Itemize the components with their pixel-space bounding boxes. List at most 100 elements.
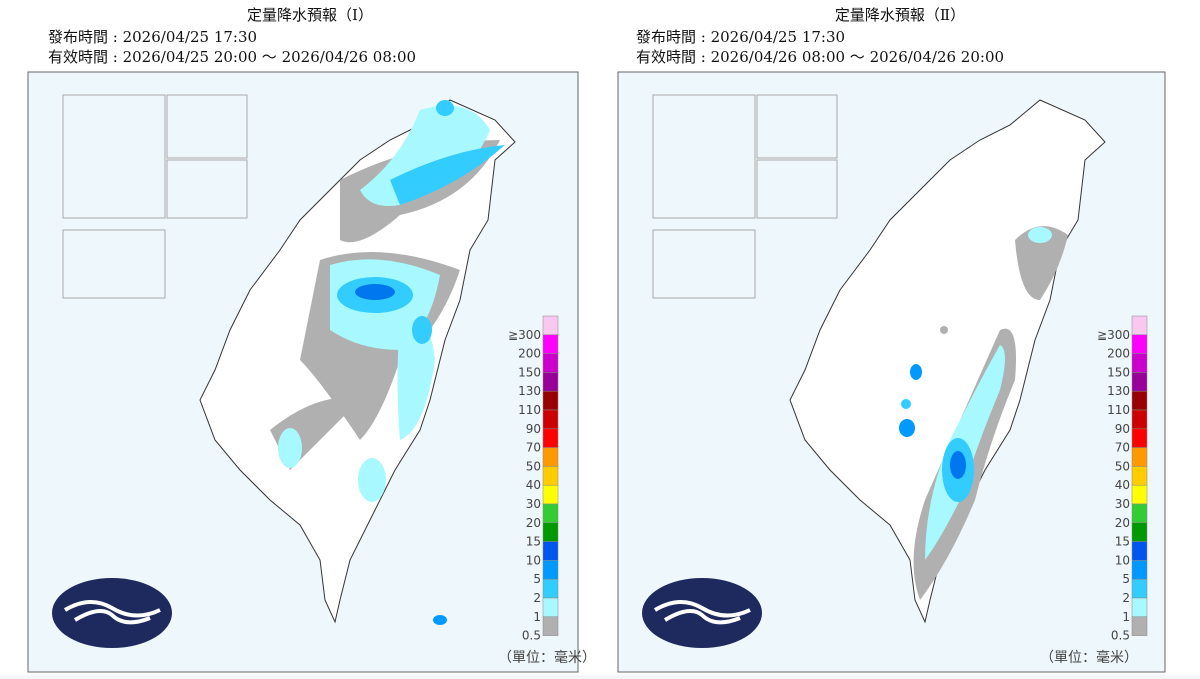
legend-swatch <box>1131 466 1148 486</box>
legend: ≧300 200 150 130 110 90 70 50 40 30 20 15 10 5 2 1 0.5 <box>1097 315 1148 643</box>
legend-label: 20 <box>526 516 541 530</box>
legend-label: 10 <box>1115 553 1130 567</box>
unit-label: （單位：毫米） <box>498 649 596 666</box>
legend-label: 30 <box>1115 497 1130 511</box>
legend-swatch <box>1131 560 1148 580</box>
legend-label: 70 <box>526 441 541 455</box>
legend-label: 40 <box>526 478 541 492</box>
legend-swatch <box>542 541 559 561</box>
rain-gray <box>940 326 948 334</box>
legend-label: ≧300 <box>1097 328 1130 342</box>
legend-label: 20 <box>1115 516 1130 530</box>
inset-box <box>62 94 166 219</box>
valid-time: 有效時間 : 2026/04/25 20:00 ～ 2026/04/26 08:… <box>48 48 416 66</box>
legend-swatch <box>1131 503 1148 524</box>
legend-label: 5 <box>533 572 541 586</box>
legend-swatch <box>542 597 559 618</box>
legend-swatch <box>542 503 559 524</box>
rain-5mm <box>950 451 966 479</box>
legend-label: 50 <box>526 459 541 473</box>
rain-areas <box>270 100 505 625</box>
cwa-logo-swirl <box>63 600 161 625</box>
legend-label: 2 <box>533 591 541 605</box>
legend-label: 200 <box>518 347 541 361</box>
rain-2mm <box>412 316 432 344</box>
legend-label: 200 <box>1107 347 1130 361</box>
legend-swatch <box>1131 372 1148 392</box>
legend-label: 40 <box>1115 478 1130 492</box>
legend-swatch <box>1131 428 1148 448</box>
rain-2mm <box>901 399 911 409</box>
legend-label: ≧300 <box>508 328 541 342</box>
rain-1mm <box>397 318 435 440</box>
legend-label: 110 <box>518 403 541 417</box>
legend-swatch <box>542 428 559 448</box>
legend-swatch <box>542 353 559 373</box>
legend: ≧300 200 150 130 110 90 70 50 40 30 20 15 10 5 2 1 0.5 <box>508 315 559 643</box>
insets <box>62 94 248 299</box>
legend-label: 110 <box>1107 403 1130 417</box>
inset-box <box>166 159 248 219</box>
legend-label: 0.5 <box>1111 629 1130 643</box>
inset-box <box>652 229 756 299</box>
issue-time: 發布時間 : 2026/04/25 17:30 <box>48 28 257 46</box>
legend-swatch <box>1131 578 1148 599</box>
rain-gray <box>1015 226 1068 300</box>
legend-label: 70 <box>1115 441 1130 455</box>
legend-swatch <box>1131 484 1148 505</box>
legend-label: 0.5 <box>522 629 541 643</box>
rain-island <box>433 615 447 625</box>
legend-swatch <box>1131 522 1148 542</box>
legend-label: 30 <box>526 497 541 511</box>
cwa-logo-swirl <box>653 600 751 625</box>
legend-label: 15 <box>526 535 541 549</box>
legend-label: 2 <box>1122 591 1130 605</box>
insets <box>652 94 838 299</box>
rain-1mm <box>278 428 302 468</box>
valid-time: 有效時間 : 2026/04/26 08:00 ～ 2026/04/26 20:… <box>636 48 1004 66</box>
legend-swatch <box>1131 353 1148 373</box>
panel-title: 定量降水預報（Ⅰ） <box>247 6 373 24</box>
legend-label: 5 <box>1122 572 1130 586</box>
rain-2mm <box>436 100 454 116</box>
legend-swatch <box>1131 334 1148 354</box>
legend-swatch <box>1131 390 1148 411</box>
legend-swatch <box>542 334 559 354</box>
legend-label: 90 <box>1115 422 1130 436</box>
inset-box <box>62 229 166 299</box>
legend-label: 1 <box>1122 610 1130 624</box>
panel: 定量降水預報（Ⅱ） 發布時間 : 2026/04/25 17:30 有效時間 :… <box>617 6 1166 673</box>
legend-label: 1 <box>533 610 541 624</box>
panel: 定量降水預報（Ⅰ） 發布時間 : 2026/04/25 17:30 有效時間 :… <box>27 6 596 673</box>
legend-label: 15 <box>1115 535 1130 549</box>
legend-swatch <box>1131 541 1148 561</box>
legend-label: 130 <box>1107 384 1130 398</box>
rain-5mm <box>355 284 395 300</box>
legend-label: 90 <box>526 422 541 436</box>
rain-2mm <box>390 145 505 205</box>
legend-swatch <box>542 447 559 467</box>
legend-swatch <box>1131 616 1148 636</box>
legend-label: 150 <box>1107 365 1130 379</box>
rain-1mm <box>1028 227 1052 243</box>
legend-swatch <box>542 522 559 542</box>
panel-title: 定量降水預報（Ⅱ） <box>835 6 965 24</box>
legend-label: 130 <box>518 384 541 398</box>
legend-label: 50 <box>1115 459 1130 473</box>
rain-2mm <box>899 419 915 437</box>
legend-swatch <box>542 390 559 411</box>
legend-swatch <box>1131 597 1148 618</box>
legend-swatch <box>542 578 559 599</box>
legend-label: 10 <box>526 553 541 567</box>
legend-swatch <box>1131 409 1148 430</box>
inset-box <box>756 94 838 159</box>
legend-swatch <box>542 484 559 505</box>
rain-2mm <box>910 364 922 380</box>
legend-label: 150 <box>518 365 541 379</box>
legend-swatch <box>542 466 559 486</box>
legend-swatch <box>1131 447 1148 467</box>
legend-swatch <box>542 560 559 580</box>
inset-box <box>652 94 756 219</box>
